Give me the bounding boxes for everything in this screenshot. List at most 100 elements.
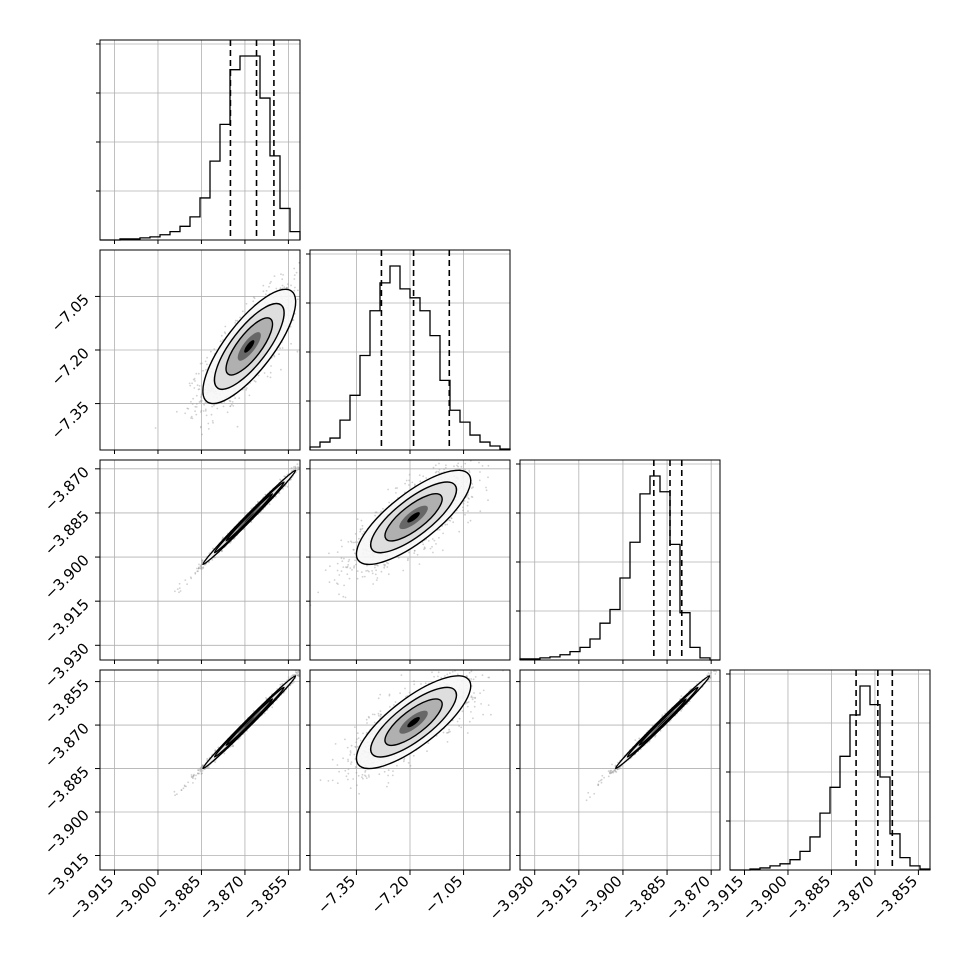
sample-point (302, 291, 304, 293)
sample-point (387, 573, 390, 576)
sample-point (372, 583, 375, 585)
sample-point (307, 460, 309, 462)
sample-point (187, 407, 190, 410)
sample-point (190, 400, 192, 403)
sample-point (197, 372, 200, 375)
sample-point (174, 455, 176, 457)
sample-point (464, 513, 466, 516)
sample-point (485, 486, 487, 489)
sample-point (316, 284, 318, 286)
sample-point (195, 403, 198, 405)
sample-point (265, 697, 267, 699)
scatter-panel-p1-p2 (99, 247, 318, 457)
sample-point (211, 405, 214, 408)
sample-point (407, 557, 409, 560)
sample-point (396, 487, 398, 489)
sample-point (213, 404, 215, 407)
sample-point (458, 530, 461, 533)
sample-point (333, 579, 336, 581)
sample-point (359, 530, 362, 533)
sample-point (340, 570, 343, 572)
sample-point (200, 362, 203, 365)
sample-point (300, 465, 302, 467)
sample-point (328, 552, 330, 555)
sample-point (200, 395, 203, 398)
sample-point (262, 290, 265, 293)
scatter-content (174, 427, 334, 594)
sample-point (206, 757, 209, 760)
sample-point (278, 492, 281, 495)
sample-point (303, 460, 305, 462)
sample-point (229, 405, 232, 407)
sample-point (443, 468, 445, 471)
sample-point (205, 414, 208, 417)
sample-point (374, 573, 377, 576)
sample-point (351, 541, 353, 544)
sample-point (356, 541, 359, 543)
sample-point (154, 427, 157, 429)
sample-point (386, 566, 389, 568)
sample-point (467, 494, 469, 496)
sample-point (478, 461, 480, 464)
sample-point (395, 492, 397, 494)
sample-point (474, 455, 476, 457)
sample-point (340, 557, 343, 560)
sample-point (287, 247, 289, 249)
sample-point (374, 511, 377, 514)
sample-point (394, 487, 397, 490)
sample-point (305, 461, 307, 463)
sample-point (425, 477, 428, 479)
sample-point (479, 510, 482, 513)
sample-point (352, 548, 355, 551)
sample-point (297, 468, 300, 471)
scatter-panel-p2-p3 (309, 455, 511, 661)
scatter-grid (100, 460, 300, 660)
sample-point (204, 408, 207, 411)
sample-point (194, 405, 197, 408)
sample-point (201, 400, 203, 402)
sample-point (297, 670, 300, 673)
sample-point (296, 469, 298, 472)
sample-point (200, 566, 203, 569)
sample-point (273, 355, 276, 358)
sample-point (211, 559, 214, 561)
sample-point (296, 466, 299, 469)
sample-point (346, 566, 348, 569)
sample-point (341, 545, 343, 548)
sample-point (229, 405, 232, 408)
sample-point (303, 460, 305, 462)
sample-point (435, 543, 437, 545)
sample-point (449, 519, 452, 522)
sample-point (438, 462, 440, 465)
sample-point (197, 567, 200, 570)
sample-point (296, 463, 299, 466)
sample-point (295, 271, 298, 274)
sample-point (487, 499, 489, 502)
hist-grid (730, 670, 930, 870)
sample-point (382, 507, 384, 510)
sample-point (500, 455, 502, 457)
sample-point (270, 365, 272, 367)
sample-point (340, 539, 343, 542)
sample-point (301, 317, 303, 319)
sample-point (200, 425, 202, 428)
sample-point (431, 545, 433, 548)
sample-point (387, 562, 390, 565)
sample-point (221, 550, 224, 552)
sample-point (213, 455, 215, 457)
sample-point (189, 576, 192, 579)
sample-point (487, 464, 490, 467)
sample-point (301, 463, 303, 465)
sample-point (313, 297, 315, 299)
sample-point (190, 774, 193, 776)
sample-point (456, 464, 458, 467)
sample-point (405, 479, 408, 482)
sample-point (200, 411, 202, 413)
sample-point (463, 500, 466, 502)
sample-point (226, 411, 229, 414)
sample-point (347, 563, 350, 566)
sample-point (305, 289, 307, 291)
sample-point (332, 427, 334, 429)
sample-point (234, 319, 237, 322)
sample-point (294, 466, 297, 469)
